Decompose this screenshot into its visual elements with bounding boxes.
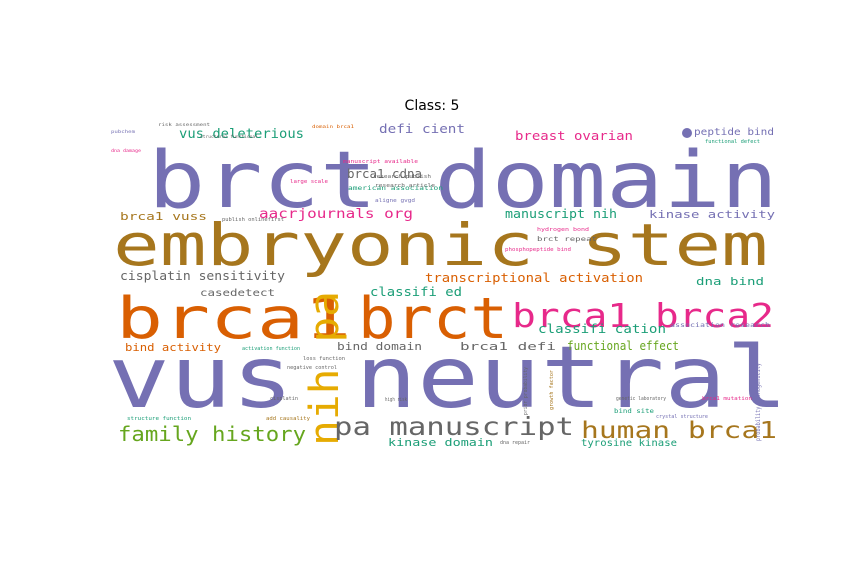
word-case: case	[200, 288, 230, 299]
word-publish-onlinefirst: publish onlinefirst	[222, 217, 284, 223]
word-brca1-vuss: brca1 vuss	[120, 210, 207, 223]
word-association-research: association research	[670, 322, 771, 329]
word-dna-damage: dna damage	[111, 148, 142, 153]
word-manuscript-nih: manuscript nih	[505, 207, 617, 221]
word-tyrosine-kinase: tyrosine kinase	[581, 438, 677, 449]
word-domain-brca1: domain brca1	[312, 124, 355, 129]
word-classifi-cation: classifi cation	[538, 322, 666, 336]
word-probability-pathogenicity: probability pathogenicity	[755, 363, 762, 441]
word-cisplatin: cisplatin	[270, 396, 298, 402]
word-functional-effect: functional effect	[567, 339, 679, 353]
word-phosphopeptide-bind: phosphopeptide bind	[505, 247, 571, 253]
word-structure-function: structure function	[127, 416, 191, 422]
word-brca1-mutation: brca1 mutation	[702, 396, 752, 402]
word-brct: brct	[358, 286, 508, 352]
word-dot-mark	[682, 128, 692, 138]
word-brca1-defi: brca1 defi	[460, 340, 556, 353]
word-prior-probability: prior probability	[523, 367, 529, 415]
word-hydrogen-bond: hydrogen bond	[537, 227, 589, 233]
word-breast-ovarian: breast ovarian	[515, 129, 633, 143]
word-bind-domain: bind domain	[337, 340, 422, 353]
word-research-publish: research publish	[373, 174, 431, 180]
word-brca1-brca2: brca1 brca2	[512, 296, 774, 335]
word-dna-bind: dna bind	[696, 275, 764, 288]
word-peptide-bind: peptide bind	[694, 127, 774, 138]
chart-title: Class: 5	[404, 98, 460, 114]
word-pa-manuscript: pa manuscript	[334, 412, 574, 441]
word-embryonic-stem: embryonic stem	[113, 211, 768, 279]
word-genetic-laboratory: genetic laboratory	[616, 396, 666, 402]
word-functional-defect: functional defect	[705, 139, 760, 145]
word-bind-activity: bind activity	[125, 341, 221, 354]
word-large-scale: large scale	[290, 179, 328, 185]
word-dna-repair: dna repair	[500, 440, 530, 446]
word-bind-site: bind site	[614, 408, 654, 415]
word-growth-factor: growth factor	[549, 370, 555, 410]
word-loss-function: loss function	[303, 356, 345, 362]
word-high-risk: high risk	[385, 397, 407, 403]
word-human-brca1: human brca1	[581, 418, 777, 444]
word-add-causality: add causality	[266, 416, 310, 422]
word-nih-pa: nih pa	[302, 291, 348, 446]
word-activation-function: activation function	[242, 346, 300, 352]
word-aligne-gvgd: aligne gvgd	[375, 198, 415, 204]
word-kinase-domain: kinase domain	[388, 436, 493, 449]
word-classifi-ed: classifi ed	[370, 285, 462, 299]
word-brca1-cdna: brca1 cdna	[347, 167, 422, 181]
word-brct-repeat: brct repeat	[537, 236, 598, 243]
word-vus-deleterious: vus deleterious	[179, 127, 304, 142]
word-kinase-activity: kinase activity	[649, 208, 775, 221]
word-brca1: brca1	[116, 286, 351, 352]
word-negative-control: negative control	[287, 365, 337, 371]
word-pubchem: pubchem	[111, 129, 136, 134]
word-risk-assessment: risk assessment	[158, 122, 211, 127]
word-brct-domain: brct domain	[148, 136, 778, 226]
word-aacrjournals-org: aacrjournals org	[259, 207, 413, 222]
word-transcriptional-activation: transcriptional activation	[425, 271, 643, 285]
word-structural-functional: structural functional	[200, 134, 259, 139]
word-research-article: research article	[375, 183, 435, 189]
word-crystal-structure: crystal structure	[656, 414, 708, 420]
word-family-history: family history	[118, 422, 306, 446]
word-cisplatin-sensitivity: cisplatin sensitivity	[120, 269, 285, 283]
word-manuscript-available: manuscript available	[343, 159, 418, 165]
word-defi-cient: defi cient	[379, 122, 465, 136]
word-vus-neutral: vus neutral	[108, 328, 788, 428]
word-american-association: american association	[348, 185, 444, 192]
word-detect: detect	[230, 288, 275, 299]
